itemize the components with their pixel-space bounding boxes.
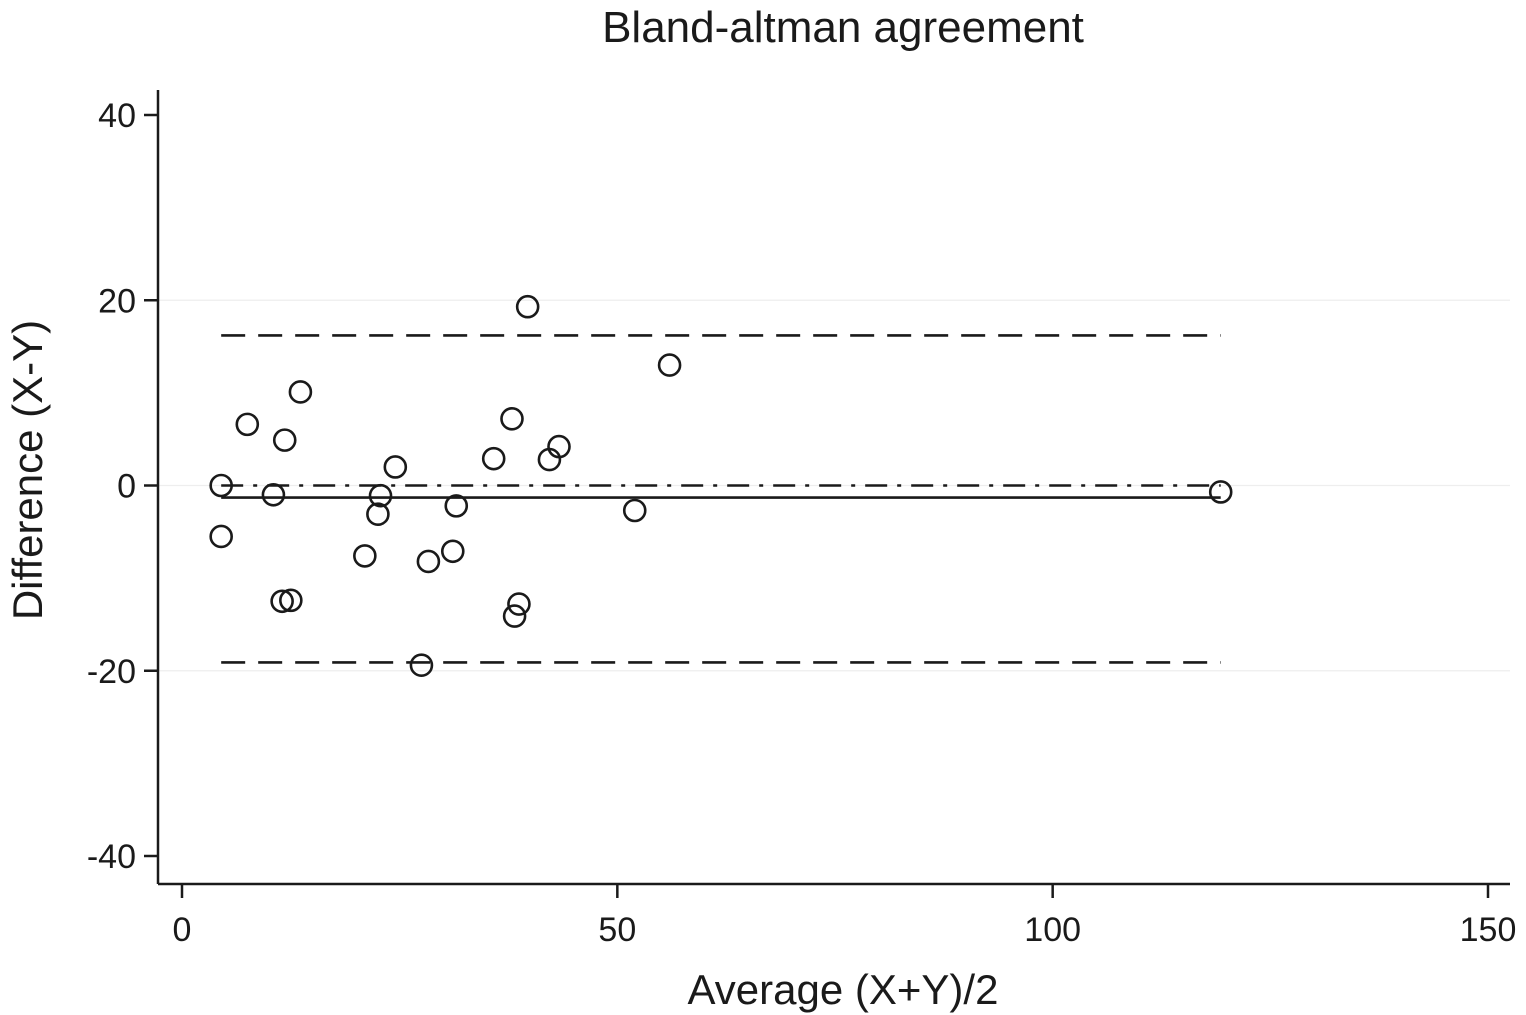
data-point <box>209 524 233 549</box>
data-point <box>657 353 682 377</box>
data-points <box>209 294 1233 677</box>
data-point <box>500 407 524 431</box>
y-tick-label: -20 <box>87 653 136 691</box>
data-point <box>279 588 303 613</box>
y-axis-label: Difference (X-Y) <box>4 320 51 620</box>
data-point <box>270 589 294 614</box>
x-tick-label: 50 <box>598 911 636 949</box>
data-point <box>368 483 393 508</box>
data-point <box>416 549 441 574</box>
reference-lines <box>221 334 1221 664</box>
chart-title: Bland-altman agreement <box>602 3 1084 52</box>
data-point <box>622 498 647 523</box>
data-point <box>502 604 527 628</box>
data-point <box>547 434 571 459</box>
data-point <box>209 473 233 498</box>
axes: 40 20 0 -20 -40 0 50 100 150 <box>87 90 1517 949</box>
data-point <box>515 294 540 319</box>
data-point <box>1208 480 1233 504</box>
x-tick-label: 0 <box>173 911 192 949</box>
y-tick-label: 0 <box>117 468 136 506</box>
data-point <box>366 502 390 527</box>
y-tick-label: 20 <box>98 282 136 320</box>
y-tick-label: -40 <box>87 838 136 876</box>
data-point <box>481 446 506 471</box>
y-tick-label: 40 <box>98 97 136 135</box>
data-point <box>440 539 465 564</box>
x-axis-label: Average (X+Y)/2 <box>688 966 999 1013</box>
data-point <box>261 482 286 507</box>
data-point <box>288 380 313 404</box>
x-tick-label: 150 <box>1460 911 1517 949</box>
x-tick-label: 100 <box>1024 911 1081 949</box>
data-point <box>353 544 377 568</box>
data-point <box>409 653 434 677</box>
data-point <box>507 592 531 616</box>
data-point <box>272 428 297 452</box>
data-point <box>235 412 260 437</box>
data-point <box>383 455 408 479</box>
data-point <box>444 494 469 518</box>
